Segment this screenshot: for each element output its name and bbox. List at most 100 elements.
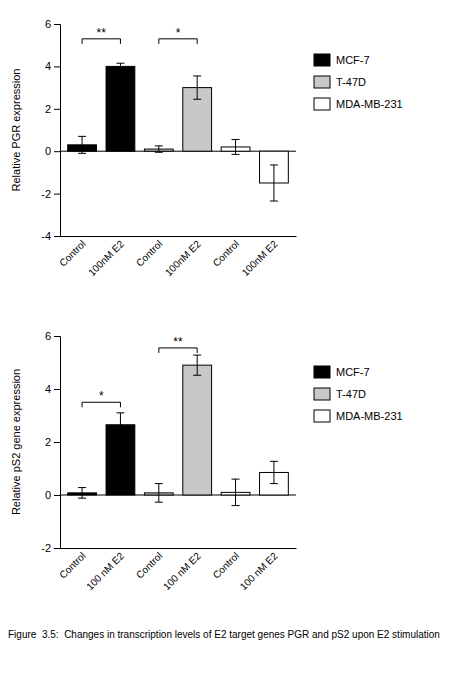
- y-tick-label: 0: [45, 145, 51, 157]
- error-bar: [193, 76, 201, 99]
- x-tick-label: Control: [57, 550, 88, 581]
- y-tick-label: -4: [41, 230, 51, 242]
- x-tick: 100 nM E2: [84, 550, 126, 592]
- plot-marks: [68, 63, 289, 201]
- x-tick-label: Control: [134, 238, 165, 269]
- y-axis: -4 -2 0 2 4 6: [41, 18, 60, 242]
- chart: -20246Control100 nM E2Control100 nM E2Co…: [10, 330, 297, 592]
- y-tick-mark: [54, 109, 60, 110]
- y-tick: -4: [41, 230, 60, 242]
- x-axis-line: [61, 236, 297, 237]
- x-tick-label: 100nM E2: [163, 238, 203, 278]
- y-tick: -2: [41, 542, 60, 554]
- legend-swatch: [314, 366, 330, 378]
- x-tick: 100nM E2: [163, 238, 203, 278]
- significance-label: *: [176, 26, 181, 40]
- bar: [106, 66, 135, 151]
- series: [68, 63, 135, 153]
- legend-item: MDA-MB-231: [314, 98, 403, 110]
- legend-swatch: [314, 54, 330, 66]
- y-tick-label: 2: [45, 436, 51, 448]
- chart: -4-20246Control100nM E2Control100nM E2Co…: [10, 18, 297, 278]
- y-tick-mark: [54, 24, 60, 25]
- legend-label: MCF-7: [336, 54, 370, 66]
- legend-swatch: [314, 76, 330, 88]
- x-tick: Control: [134, 550, 165, 581]
- y-tick: 0: [45, 489, 60, 501]
- legend-label: T-47D: [336, 76, 366, 88]
- y-tick: 4: [45, 60, 60, 72]
- y-tick: 4: [45, 383, 60, 395]
- y-tick: -2: [41, 188, 60, 200]
- error-bar: [155, 146, 163, 152]
- x-axis: Control100 nM E2Control100 nM E2Control1…: [57, 549, 296, 593]
- y-tick-mark: [54, 66, 60, 67]
- caption: Figure 3.5: Changes in transcription lev…: [8, 628, 468, 641]
- plot-marks: [68, 355, 289, 506]
- significance-label: **: [173, 335, 183, 349]
- y-tick-label: 6: [45, 18, 51, 30]
- y-tick-label: 6: [45, 330, 51, 342]
- x-tick: Control: [211, 550, 242, 581]
- legend-swatch: [314, 410, 330, 422]
- significance-label: **: [97, 26, 107, 40]
- series: [144, 76, 211, 152]
- bar: [183, 365, 212, 495]
- error-bar: [193, 355, 201, 375]
- y-tick-label: -2: [41, 188, 51, 200]
- y-tick: 2: [45, 103, 60, 115]
- error-bar: [232, 479, 240, 506]
- y-axis: -2 0 2 4 6: [41, 330, 60, 554]
- series: [221, 461, 288, 505]
- x-tick: Control: [134, 238, 165, 269]
- error-bar: [270, 461, 278, 483]
- y-axis-line: [54, 337, 61, 549]
- error-bar: [116, 413, 124, 437]
- legend: MCF-7 T-47D MDA-MB-231: [314, 54, 403, 110]
- x-axis-line: [61, 548, 297, 549]
- y-tick-label: 2: [45, 103, 51, 115]
- x-tick-label: Control: [211, 238, 242, 269]
- y-tick-mark: [54, 389, 60, 390]
- y-tick-label: 0: [45, 489, 51, 501]
- error-bar: [78, 136, 86, 153]
- legend-label: T-47D: [336, 388, 366, 400]
- y-tick-label: 4: [45, 60, 51, 72]
- legend-label: MDA-MB-231: [336, 98, 403, 110]
- legend-label: MCF-7: [336, 366, 370, 378]
- legend-swatch: [314, 98, 330, 110]
- x-tick-label: 100 nM E2: [84, 550, 126, 592]
- legend-swatch: [314, 388, 330, 400]
- x-tick: Control: [57, 550, 88, 581]
- y-tick-mark: [54, 442, 60, 443]
- y-axis-line: [54, 25, 61, 237]
- x-tick: 100 nM E2: [161, 550, 203, 592]
- y-tick-mark: [54, 194, 60, 195]
- error-bar: [232, 140, 240, 155]
- x-tick: 100 nM E2: [238, 550, 280, 592]
- error-bar: [116, 63, 124, 69]
- x-tick: Control: [57, 238, 88, 269]
- x-tick-label: 100nM E2: [240, 238, 280, 278]
- x-axis: Control100nM E2Control100nM E2Control100…: [57, 237, 296, 279]
- y-tick: 6: [45, 18, 60, 30]
- x-tick-label: 100 nM E2: [161, 550, 203, 592]
- y-tick: 2: [45, 436, 60, 448]
- legend-item: MDA-MB-231: [314, 410, 403, 422]
- x-tick-label: 100 nM E2: [238, 550, 280, 592]
- significance-label: *: [99, 389, 104, 403]
- y-tick-mark: [54, 236, 60, 237]
- y-tick-mark: [54, 336, 60, 337]
- legend-item: MCF-7: [314, 366, 370, 378]
- x-tick: 100nM E2: [240, 238, 280, 278]
- legend-item: MCF-7: [314, 54, 370, 66]
- y-tick: 0: [45, 145, 60, 157]
- y-tick-label: 4: [45, 383, 51, 395]
- x-tick-label: Control: [211, 550, 242, 581]
- x-tick: Control: [211, 238, 242, 269]
- y-tick-mark: [54, 151, 60, 152]
- y-tick-label: -2: [41, 542, 51, 554]
- x-tick-label: Control: [134, 550, 165, 581]
- annotations: ***: [82, 335, 197, 407]
- legend-item: T-47D: [314, 388, 366, 400]
